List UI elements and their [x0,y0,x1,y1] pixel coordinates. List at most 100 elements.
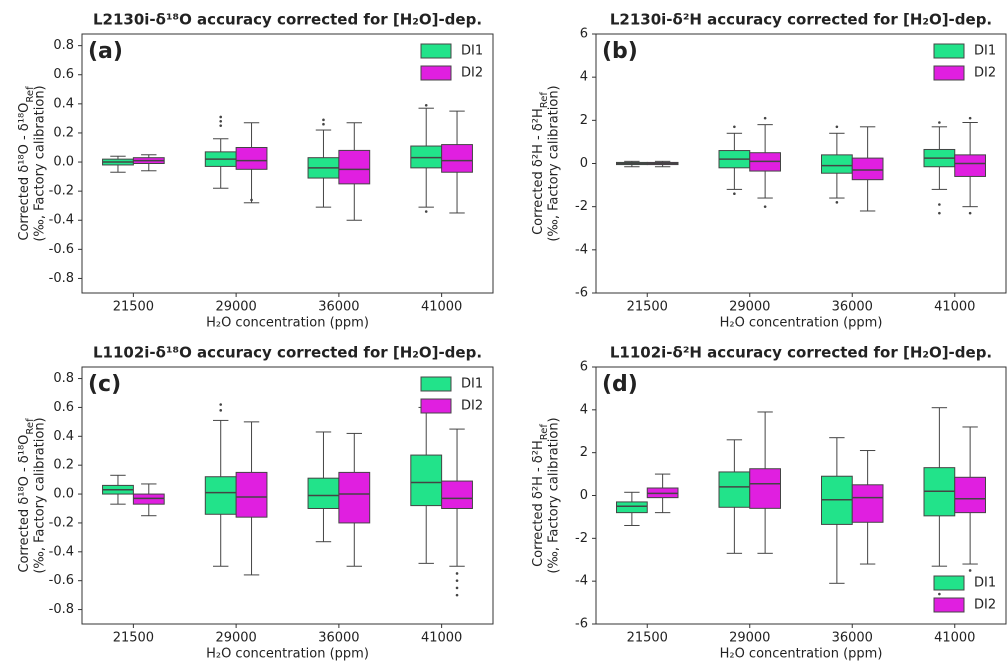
y-tick-label: 0.6 [53,400,74,415]
y-tick-label: -0.6 [49,573,74,588]
outlier [733,125,736,129]
legend-swatch [420,398,452,414]
legend-label: DI1 [461,377,483,392]
y-axis-label: Corrected δ²H - δ²HRef [531,92,550,235]
y-tick-label: 4 [580,70,588,85]
outlier [455,593,459,597]
y-tick-label: 6 [580,27,588,42]
outlier [322,122,325,126]
box [204,476,237,515]
y-tick-label: 6 [580,360,588,375]
y-tick-label: 0.0 [53,155,74,170]
y-tick-label: -0.4 [49,544,74,559]
outlier [219,120,223,123]
x-tick-label: 41000 [934,631,975,646]
y-tick-label: -0.8 [49,271,74,286]
y-axis-label-text: Corrected δ¹⁸O - δ¹⁸O [17,435,32,573]
box [235,146,268,170]
x-tick-label: 21500 [113,300,154,315]
outlier [219,115,223,119]
outlier [455,572,459,575]
legend-label: DI2 [461,66,483,81]
legend-swatch [420,376,452,392]
y-axis-label-line2: (‰, Factory calibration) [33,417,48,573]
y-tick-label: 0.8 [53,371,74,386]
y-tick-label: 2 [580,113,588,128]
box [821,154,853,174]
x-tick-label: 41000 [421,300,462,315]
y-axis-label-line2: (‰, Factory calibration) [33,85,48,241]
legend-label: DI2 [461,399,483,414]
panel-label: (a) [88,39,123,64]
outlier [733,192,736,196]
outlier [938,211,941,215]
outlier [968,211,972,215]
y-tick-label: -4 [575,242,588,257]
x-axis-label: H₂O concentration (ppm) [206,316,369,331]
y-tick-label: 0.2 [53,458,74,473]
y-axis-label-sub: Ref [25,418,36,435]
box [851,484,884,523]
chart-title: L1102i-δ¹⁸O accuracy corrected for [H₂O]… [93,344,482,362]
legend-swatch [933,597,965,613]
outlier [219,124,223,127]
x-tick-label: 29000 [729,300,770,315]
y-tick-label: -0.6 [49,242,74,257]
x-tick-label: 41000 [421,631,462,646]
outlier [424,103,428,107]
box [616,501,648,514]
legend-label: DI1 [974,44,996,59]
x-tick-label: 36000 [318,631,359,646]
legend-label: DI1 [974,576,996,591]
y-tick-label: 0.0 [53,487,74,502]
box [338,149,371,185]
panel-label: (d) [602,372,638,397]
y-axis-label-text: Corrected δ¹⁸O - δ¹⁸O [17,103,32,241]
x-tick-label: 29000 [215,631,256,646]
y-axis-label-line2: (‰, Factory calibration) [547,417,562,573]
outlier [835,125,839,129]
legend-label: DI2 [974,66,996,81]
legend-swatch [420,65,452,81]
x-tick-label: 36000 [318,300,359,315]
x-axis-label: H₂O concentration (ppm) [206,647,369,662]
x-axis-label: H₂O concentration (ppm) [720,647,883,662]
box [338,471,371,524]
y-tick-label: 0 [580,156,588,171]
box [441,144,473,173]
y-tick-label: -2 [575,531,588,546]
panel-label: (b) [602,39,638,64]
y-tick-label: -0.8 [49,602,74,617]
y-axis-label-sub: Ref [539,424,550,441]
legend-label: DI1 [461,44,483,59]
legend-swatch [933,65,965,81]
outlier [250,198,253,202]
x-tick-label: 29000 [215,300,256,315]
panel-label: (c) [88,372,121,397]
legend-swatch [933,43,965,59]
y-tick-label: -0.2 [49,515,74,530]
outlier [835,201,839,204]
outlier [322,118,325,122]
box [749,468,781,509]
outlier [455,586,459,590]
outlier [938,592,941,596]
y-axis-label-line2: (‰, Factory calibration) [547,85,562,241]
x-tick-label: 21500 [627,300,668,315]
plot-frame [81,366,494,625]
y-axis-label-sub: Ref [539,92,550,109]
y-tick-label: 0.4 [53,96,74,111]
outlier [938,203,941,206]
subplot: L1102i-δ²H accuracy corrected for [H₂O]-… [531,344,1007,662]
outlier [763,116,767,120]
box [410,454,443,507]
box [718,471,751,508]
y-axis-label-sub: Ref [25,86,36,103]
outlier [455,579,459,582]
y-tick-label: 0.4 [53,429,74,444]
subplot: L2130i-δ¹⁸O accuracy corrected for [H₂O]… [17,11,494,331]
y-tick-label: -4 [575,574,588,589]
box [851,157,884,181]
x-tick-label: 41000 [934,300,975,315]
